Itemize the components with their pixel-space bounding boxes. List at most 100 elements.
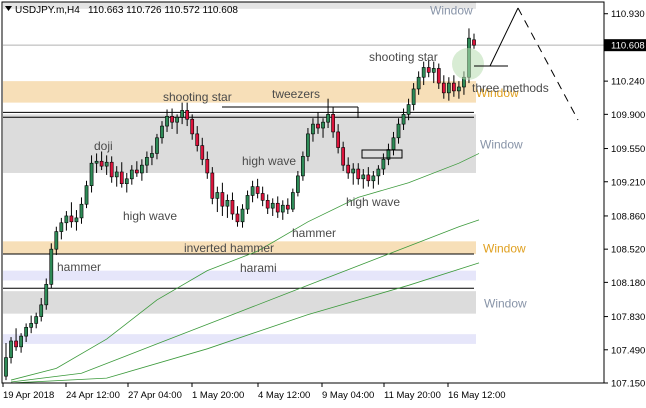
candle [89,155,94,193]
collapse-triangle-icon[interactable] [5,6,12,11]
candle [401,108,406,130]
candle [396,118,401,144]
candle-body [457,86,461,92]
candle-body [215,192,220,199]
candle-body [356,168,361,180]
candle [361,169,366,189]
candle-body [155,137,159,154]
pattern-label: three methods [472,81,549,95]
candle-body [225,200,230,207]
candle-body [401,114,406,125]
pattern-label: shooting star [163,90,232,104]
candle [316,112,320,134]
candle-body [341,147,346,166]
current-price-tag: 110.608 [604,39,646,52]
candle [205,151,210,179]
candle [356,163,361,185]
candle [240,204,245,228]
candle [170,108,174,129]
candle [215,186,220,213]
candle-body [296,175,300,193]
candle-body [165,116,169,127]
candle [336,124,340,154]
candle-body [280,204,285,213]
candle [245,190,250,214]
pattern-label: hammer [292,226,336,240]
window-zone [3,270,476,281]
candle [165,109,169,132]
candle-body [9,340,13,358]
candle-body [54,231,59,250]
candle [4,342,8,381]
candle [200,137,205,166]
candle [84,180,89,209]
y-tick-label: 109.210 [611,177,645,188]
candle-body [94,160,99,164]
candle-body [336,131,340,148]
candles-layer [4,28,476,381]
candle-body [185,110,190,120]
candle [301,151,305,181]
candle-body [119,171,124,185]
candle [371,171,376,189]
candle [155,133,159,160]
candle [34,312,39,329]
candle-body [452,82,456,92]
candle [175,114,179,134]
symbol-label: USDJPY.m,H4 [15,5,80,16]
candle-body [396,123,401,139]
candle [54,226,59,256]
x-tick-label: 1 May 20:00 [192,390,244,401]
candle-body [406,104,411,115]
candle [457,81,461,99]
candle [411,83,416,111]
candle-body [245,195,250,210]
window-zone-label: Window [484,296,527,310]
y-tick-label: 110.930 [611,9,645,20]
candle [452,75,456,97]
candle-body [436,68,441,84]
candle-body [431,68,436,73]
candle [190,114,195,140]
candle [145,151,149,173]
candle [270,198,275,216]
candle [79,197,84,224]
candle-body [255,186,260,194]
window-zone [3,81,476,103]
candle [446,77,451,101]
candle [185,102,190,127]
candle-body [74,217,79,223]
harami-box [361,149,403,159]
candle [220,182,225,216]
candle [366,167,371,187]
candle-body [24,327,28,337]
pattern-label: hammer [57,260,101,274]
pattern-label: doji [94,139,113,153]
y-tick-label: 107.830 [611,312,645,323]
window-zone-label: Window [476,86,519,100]
candle [381,153,386,175]
candle [235,206,240,227]
shooting-star-highlight [452,48,484,80]
candle-body [14,340,18,348]
candle [9,337,13,364]
y-tick-label: 109.550 [611,144,645,155]
candle [326,98,330,129]
candle [19,333,23,353]
candle-body [140,164,144,174]
candle-body [64,215,69,224]
candle [69,202,74,228]
candle [195,126,200,152]
candle-body [265,200,270,209]
candle-body [129,169,134,180]
candle-body [104,161,109,167]
current-price-tag-bg [604,39,646,52]
candle [255,178,260,199]
pattern-label: tweezers [272,87,320,101]
moving-averages-layer [10,153,480,384]
candle [230,192,235,220]
pattern-label: shooting star [369,50,438,64]
candle-body [44,284,49,306]
candle [296,171,300,197]
candle-body [150,153,154,158]
